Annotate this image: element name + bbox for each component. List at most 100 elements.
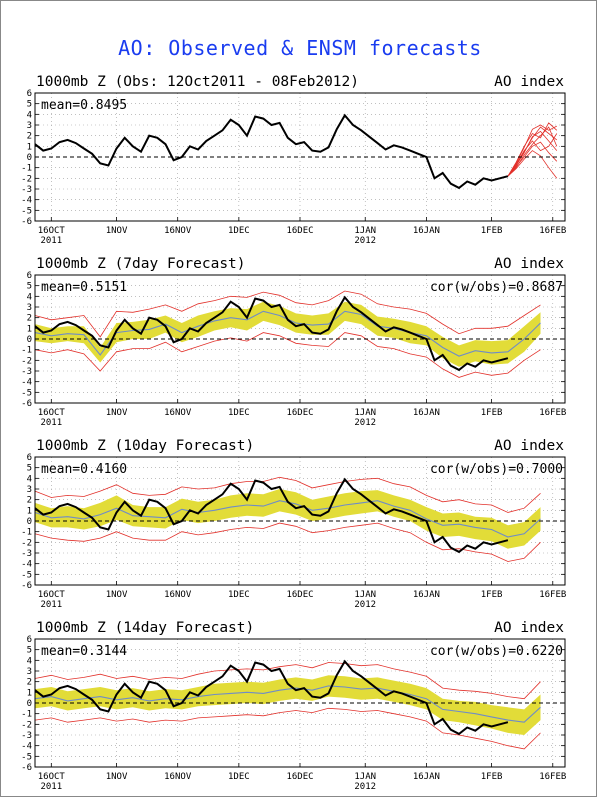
envelope-lower-line [34, 707, 541, 750]
y-tick-label: -4 [21, 560, 32, 570]
x-tick-label: 16FEB [539, 590, 566, 600]
y-tick-label: -5 [21, 206, 32, 216]
y-tick-label: 1 [27, 324, 32, 334]
y-tick-label: 3 [27, 485, 32, 495]
panel-4-index-label: AO index [494, 620, 564, 636]
page-title: AO: Observed & ENSM forecasts [118, 36, 482, 60]
ensemble-member-4 [507, 133, 558, 177]
x-tick-label: 1DEC [228, 408, 250, 418]
envelope-lower-line [34, 522, 541, 562]
panel-1-title: 1000mb Z (Obs: 12Oct2011 - 08Feb2012) [36, 74, 360, 90]
y-tick-label: 4 [27, 292, 32, 302]
y-tick-label: 6 [27, 89, 32, 99]
y-tick-label: -3 [21, 549, 32, 559]
y-tick-label: -4 [21, 742, 32, 752]
y-tick-label: -6 [21, 763, 32, 773]
y-tick-label: -1 [21, 346, 32, 356]
y-tick-label: -1 [21, 528, 32, 538]
y-tick-label: -2 [21, 720, 32, 730]
mean-label: mean=0.8495 [41, 98, 127, 113]
x-tick-year-label: 2012 [354, 418, 376, 428]
x-tick-label: 16OCT [38, 772, 66, 782]
panel-2-title: 1000mb Z (7day Forecast) [36, 256, 246, 272]
panel-2-index-label: AO index [494, 256, 564, 272]
x-tick-year-label: 2011 [40, 600, 62, 610]
x-tick-label: 16FEB [539, 226, 566, 236]
y-tick-label: 4 [27, 656, 32, 666]
x-tick-label: 1FEB [481, 226, 503, 236]
panel-3-index-label: AO index [494, 438, 564, 454]
y-tick-label: -3 [21, 367, 32, 377]
x-tick-label: 16JAN [413, 226, 440, 236]
x-tick-year-label: 2012 [354, 782, 376, 792]
x-tick-label: 1JAN [354, 408, 376, 418]
x-tick-label: 1NOV [106, 772, 128, 782]
spread-band [35, 489, 541, 549]
y-tick-label: 3 [27, 303, 32, 313]
x-tick-label: 1NOV [106, 590, 128, 600]
y-tick-label: -2 [21, 174, 32, 184]
x-tick-year-label: 2012 [354, 236, 376, 246]
observed-line [34, 113, 509, 190]
x-tick-label: 1JAN [354, 772, 376, 782]
x-tick-label: 16NOV [164, 408, 192, 418]
ensemble-member-5 [507, 141, 558, 177]
observed-line [34, 295, 509, 372]
envelope-upper-line [34, 290, 541, 338]
y-tick-label: -6 [21, 217, 32, 227]
mean-label: mean=0.4160 [41, 462, 127, 477]
x-tick-label: 1NOV [106, 408, 128, 418]
y-tick-label: 1 [27, 506, 32, 516]
x-tick-label: 16OCT [38, 408, 66, 418]
y-tick-label: 1 [27, 688, 32, 698]
x-tick-label: 16JAN [413, 408, 440, 418]
x-tick-label: 16FEB [539, 772, 566, 782]
y-tick-label: -2 [21, 356, 32, 366]
x-tick-label: 16NOV [164, 772, 192, 782]
y-tick-label: 5 [27, 646, 32, 656]
y-tick-label: -5 [21, 752, 32, 762]
y-tick-label: 6 [27, 271, 32, 281]
x-tick-label: 16JAN [413, 772, 440, 782]
y-tick-label: 2 [27, 132, 32, 142]
y-tick-label: 1 [27, 142, 32, 152]
x-tick-year-label: 2011 [40, 782, 62, 792]
y-tick-label: 6 [27, 453, 32, 463]
x-tick-label: 1FEB [481, 590, 503, 600]
spread-band [35, 675, 541, 735]
y-tick-label: -1 [21, 710, 32, 720]
y-tick-label: 0 [27, 517, 32, 527]
panel-1-index-label: AO index [494, 74, 564, 90]
x-tick-label: 16NOV [164, 226, 192, 236]
x-tick-label: 1JAN [354, 226, 376, 236]
y-tick-label: -5 [21, 570, 32, 580]
mean-label: mean=0.5151 [41, 280, 127, 295]
y-tick-label: 3 [27, 121, 32, 131]
x-tick-year-label: 2012 [354, 600, 376, 610]
envelope-lower-line [34, 332, 541, 378]
y-tick-label: 5 [27, 100, 32, 110]
y-tick-label: -1 [21, 164, 32, 174]
x-tick-label: 16FEB [539, 408, 566, 418]
panel-4-title: 1000mb Z (14day Forecast) [36, 620, 255, 636]
y-tick-label: 0 [27, 153, 32, 163]
correlation-label: cor(w/obs)=0.6220 [430, 644, 563, 659]
y-tick-label: 2 [27, 496, 32, 506]
ensemble-member-3 [507, 126, 558, 177]
y-tick-label: 3 [27, 667, 32, 677]
y-tick-label: -6 [21, 581, 32, 591]
y-tick-label: -2 [21, 538, 32, 548]
ensemble-member-7 [507, 150, 558, 179]
x-tick-label: 16NOV [164, 590, 192, 600]
x-tick-label: 1DEC [228, 772, 250, 782]
ensemble-member-8 [507, 130, 558, 177]
panel-3-title: 1000mb Z (10day Forecast) [36, 438, 255, 454]
x-tick-label: 16DEC [286, 590, 313, 600]
ensemble-mean-line [34, 685, 541, 723]
observed-line [34, 659, 509, 736]
